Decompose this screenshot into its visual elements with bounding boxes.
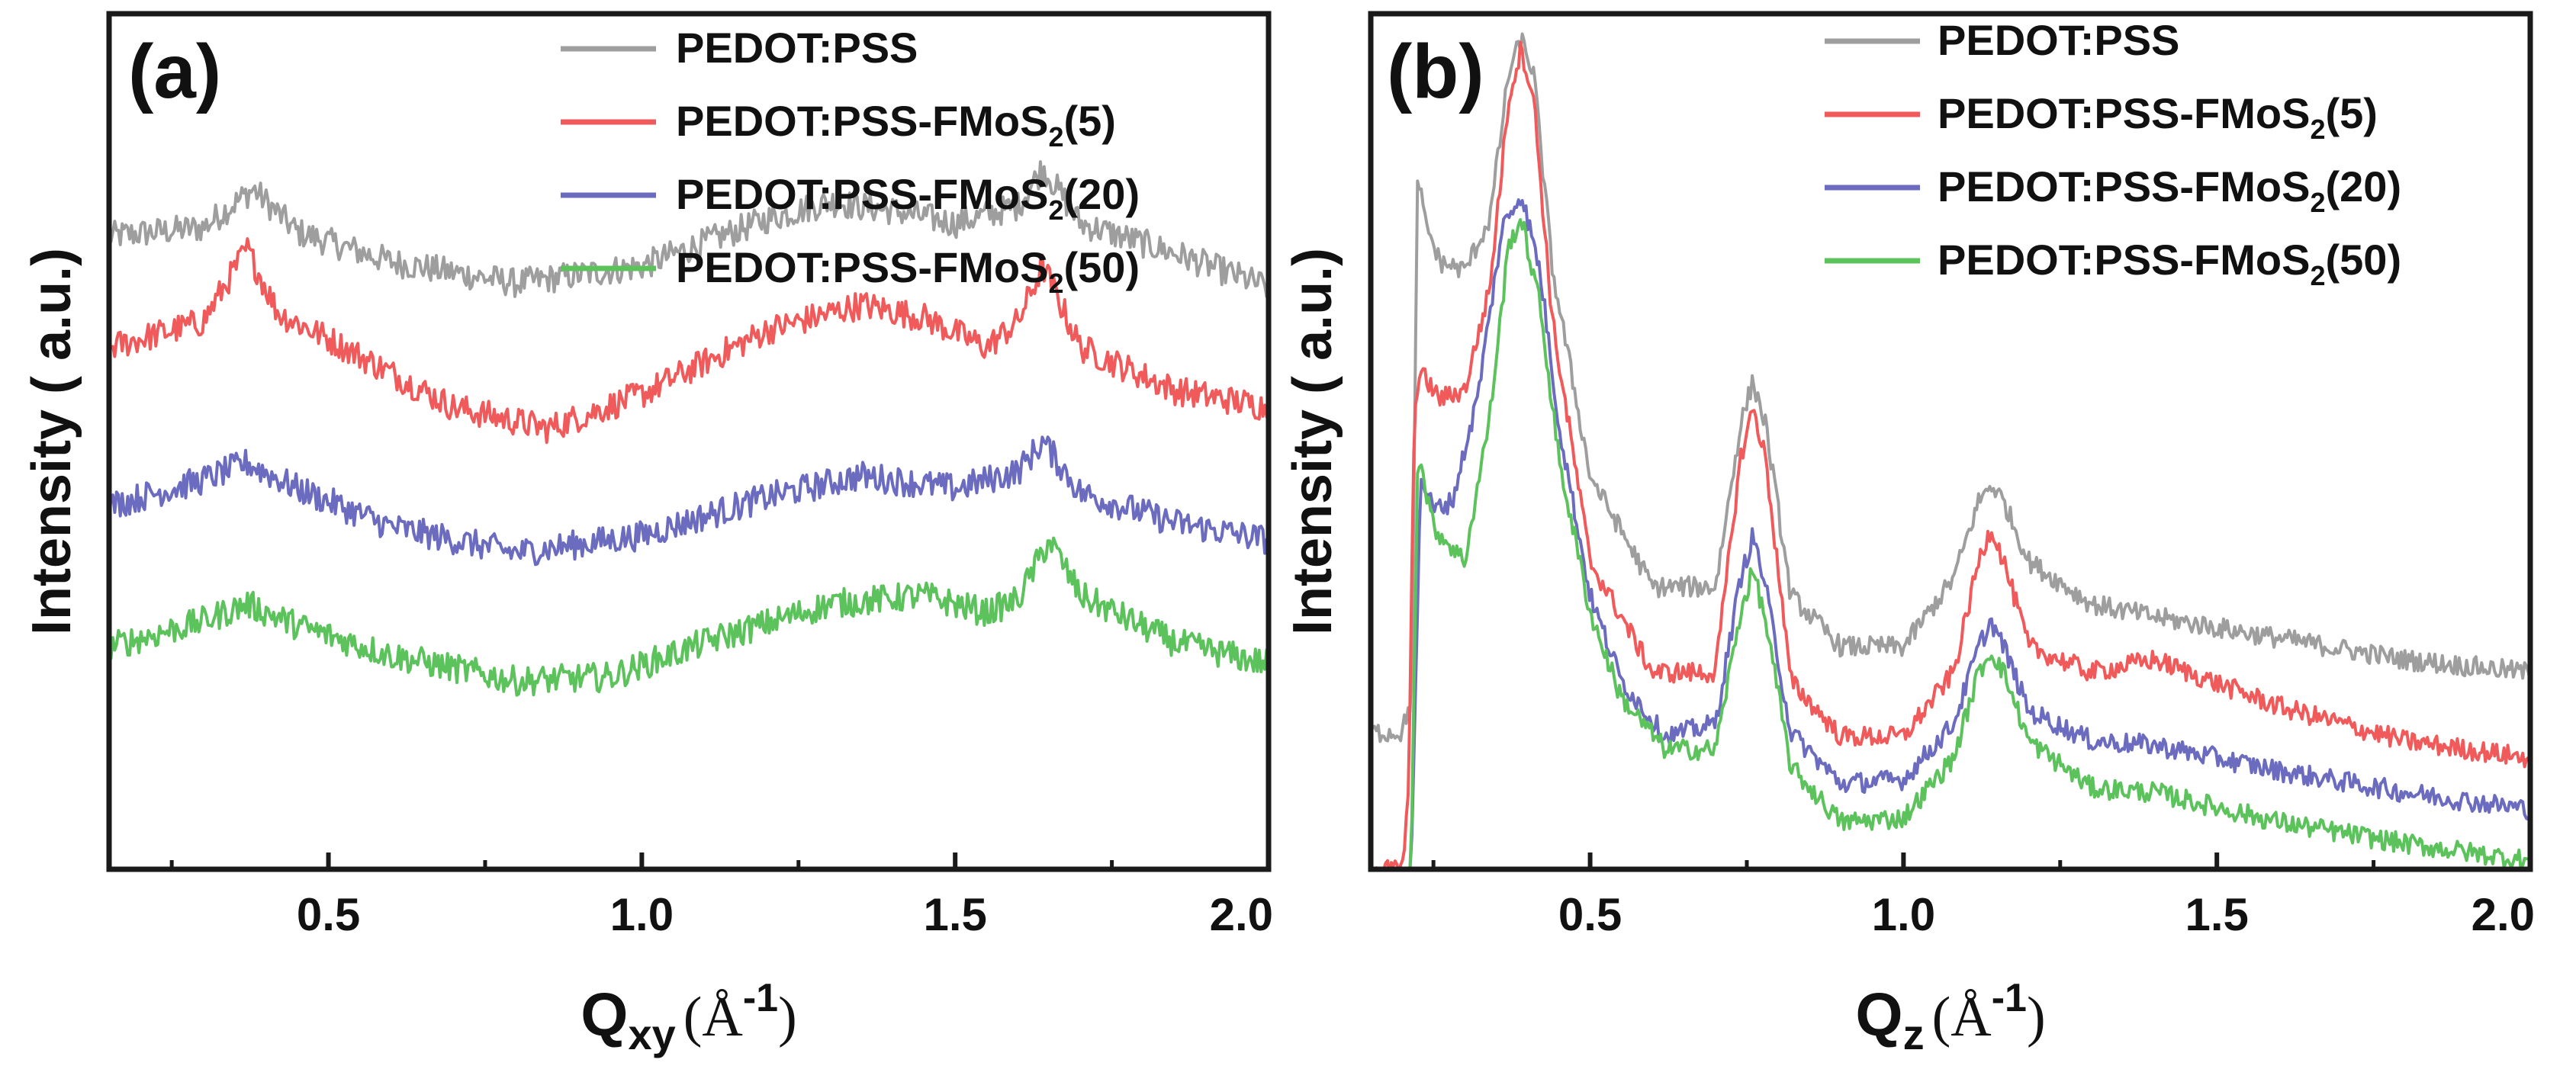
panel-b-label: (b) <box>1387 29 1484 114</box>
panel-a-legend-label-4: PEDOT:PSS-FMoS2(50) <box>676 243 1140 299</box>
panel-b-series-line-3 <box>1408 198 2530 869</box>
panel-a-x-axis-label: Qxy (Å-1) <box>580 976 797 1058</box>
panel-b-legend-label-4: PEDOT:PSS-FMoS2(50) <box>1938 236 2401 291</box>
panel-a-x-tick-label: 0.5 <box>297 889 360 940</box>
panel-a-series-line-1 <box>109 160 1269 298</box>
panel-a-legend-label-1: PEDOT:PSS <box>676 24 918 72</box>
panel-a-legend: PEDOT:PSS PEDOT:PSS-FMoS2(5) PEDOT:PSS-FMo… <box>561 24 1140 299</box>
panel-b-x-tick-label: 1.5 <box>2185 889 2248 940</box>
panel-a-series-line-3 <box>109 435 1269 567</box>
panel-a-x-tick-label: 1.0 <box>610 889 674 940</box>
panel-b-series-line-1 <box>1371 32 2530 743</box>
panel-b-x-axis-label: Qz (Å-1) <box>1855 976 2045 1058</box>
panel-b-y-axis-label: Intensity ( a.u.) <box>1282 248 1343 635</box>
panel-a-legend-label-2: PEDOT:PSS-FMoS2(5) <box>676 97 1116 153</box>
panel-b-x-tick-label: 2.0 <box>2471 889 2535 940</box>
panel-b-x-tick-label: 1.0 <box>1872 889 1935 940</box>
panel-b-legend: PEDOT:PSS PEDOT:PSS-FMoS2(5) PEDOT:PSS-FMo… <box>1825 16 2401 291</box>
panel-b-x-ticks: 0.5 1.0 1.5 2.0 <box>1431 852 2535 940</box>
panel-a: 0.5 1.0 1.5 2.0 (a) PEDOT:PSS PEDOT:PSS-FMoS… <box>21 11 1273 1058</box>
panel-b-series-line-2 <box>1374 40 2530 869</box>
panel-a-series-line-2 <box>109 237 1269 445</box>
panel-b-legend-label-1: PEDOT:PSS <box>1938 16 2179 64</box>
panel-b-legend-label-3: PEDOT:PSS-FMoS2(20) <box>1938 162 2401 218</box>
panel-b-series-group <box>1371 32 2530 869</box>
panel-a-series-group <box>109 160 1269 697</box>
panel-a-x-tick-label: 2.0 <box>1210 889 1273 940</box>
panel-a-legend-label-3: PEDOT:PSS-FMoS2(20) <box>676 170 1140 226</box>
panel-a-plot-frame <box>106 11 1272 872</box>
panel-a-x-ticks: 0.5 1.0 1.5 2.0 <box>169 852 1273 940</box>
panel-a-series-line-4 <box>109 536 1269 697</box>
panel-b-legend-label-2: PEDOT:PSS-FMoS2(5) <box>1938 89 2378 145</box>
panel-a-y-axis-label: Intensity ( a.u.) <box>21 248 82 635</box>
panel-b-plot-frame <box>1368 11 2533 872</box>
panel-a-x-tick-label: 1.5 <box>923 889 986 940</box>
panel-b-x-tick-label: 0.5 <box>1558 889 1622 940</box>
panel-b: 0.5 1.0 1.5 2.0 (b) PEDOT:PSS PEDOT:PSS-FMoS… <box>1282 11 2535 1058</box>
panel-b-series-line-4 <box>1407 218 2530 869</box>
panel-a-label: (a) <box>128 29 221 114</box>
